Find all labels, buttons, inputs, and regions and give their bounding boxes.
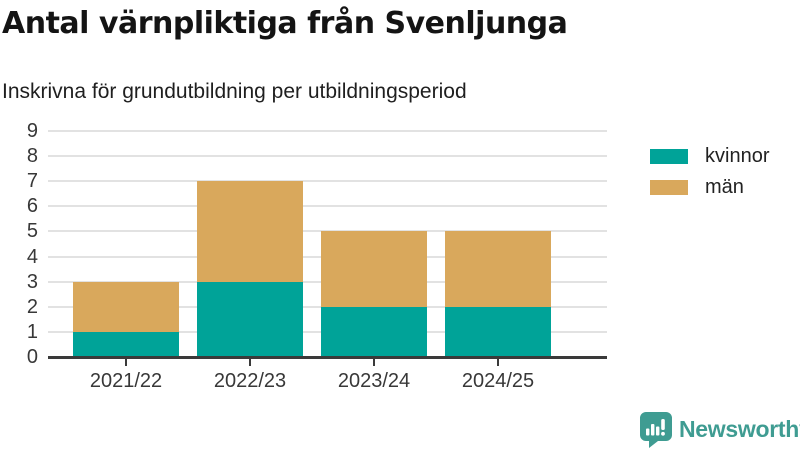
y-tick-label-7: 7	[26, 170, 38, 193]
gridline-y-7	[48, 180, 607, 183]
y-tick-label-4: 4	[26, 245, 38, 268]
x-tick-2022/23	[249, 357, 251, 366]
y-tick-label-2: 2	[26, 295, 38, 318]
y-tick-label-8: 8	[26, 145, 38, 168]
newsworthy-logo: Newsworthy	[639, 411, 800, 448]
bar-segment-kvinnor	[73, 331, 179, 357]
newsworthy-logo-icon	[640, 412, 672, 448]
x-tick-label: 2022/23	[213, 370, 287, 392]
bar-segment-män	[197, 181, 303, 282]
legend: kvinnor män	[650, 146, 769, 208]
y-tick-label-3: 3	[26, 270, 38, 293]
bar-segment-män	[321, 231, 427, 307]
gridline-y-9	[48, 130, 607, 132]
legend-swatch-kvinnor	[650, 148, 688, 164]
plot-area	[48, 119, 607, 366]
chart-title: Antal värnpliktiga från Svenljunga	[2, 6, 568, 41]
y-tick-label-6: 6	[26, 195, 38, 218]
y-tick-label-1: 1	[26, 320, 38, 343]
x-tick-label: 2023/24	[337, 370, 411, 392]
legend-item-män: män	[650, 177, 769, 197]
x-axis-line	[48, 355, 607, 359]
chart-subtitle: Inskrivna för grundutbildning per utbild…	[2, 80, 467, 103]
legend-label-kvinnor: kvinnor	[705, 145, 770, 167]
x-tick-2023/24	[373, 357, 375, 366]
legend-item-kvinnor: kvinnor	[650, 146, 769, 166]
x-tick-label: 2024/25	[461, 370, 535, 392]
x-tick-label: 2021/22	[89, 370, 163, 392]
legend-label-män: män	[705, 176, 744, 198]
bar-segment-kvinnor	[321, 306, 427, 357]
newsworthy-logo-text: Newsworthy	[679, 416, 800, 442]
bar-segment-män	[73, 281, 179, 332]
gridline-y-6	[48, 205, 607, 208]
y-tick-label-9: 9	[26, 120, 38, 142]
bar-segment-män	[445, 231, 551, 307]
gridline-y-8	[48, 155, 607, 158]
bar-segment-kvinnor	[445, 306, 551, 357]
x-tick-2021/22	[125, 357, 127, 366]
y-tick-label-0: 0	[26, 346, 38, 368]
y-tick-label-5: 5	[26, 220, 38, 243]
bar-segment-kvinnor	[197, 281, 303, 357]
x-tick-2024/25	[497, 357, 499, 366]
legend-swatch-män	[650, 179, 688, 195]
